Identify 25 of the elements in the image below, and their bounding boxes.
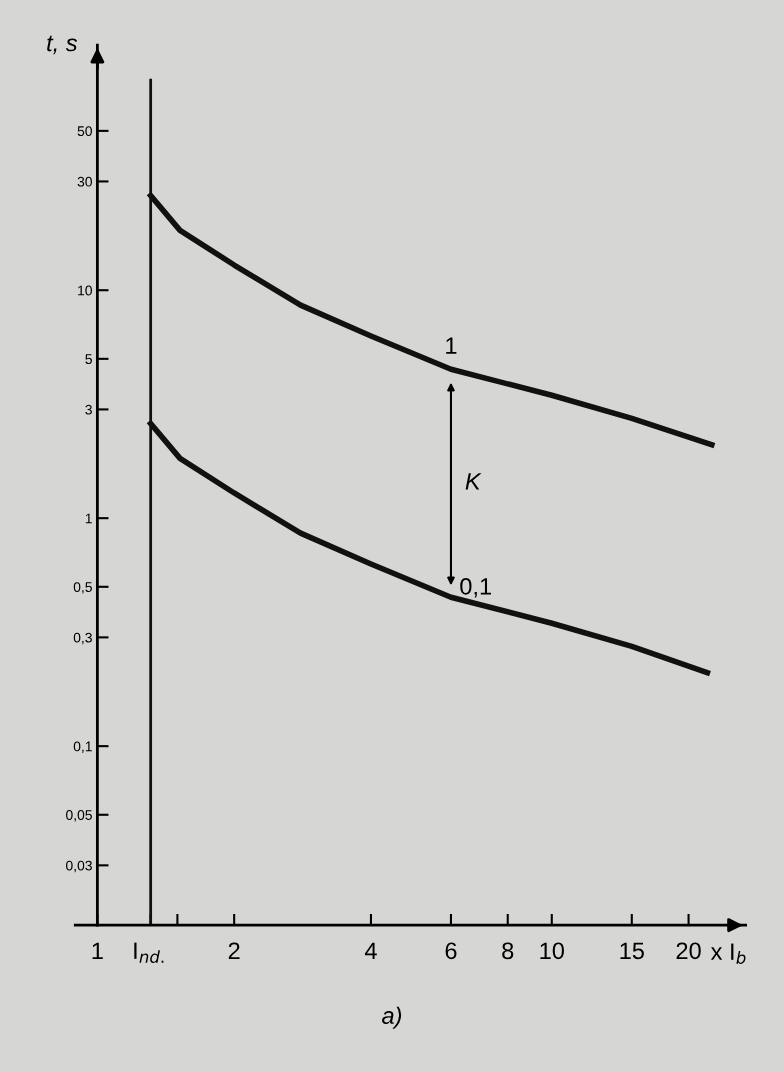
x-tick-label: 10 (540, 942, 564, 960)
x-tick-label: 20 (676, 942, 701, 960)
y-tick-label: 0,1 (73, 741, 92, 753)
x-tick-label: 4 (364, 942, 377, 959)
x-tick-label: 6 (445, 942, 457, 960)
x-tick-label: I$_{nd.}$ (134, 942, 164, 963)
y-tick-label: 3 (85, 404, 92, 415)
annotation: 0,1 (460, 577, 491, 598)
x-tick-label: 8 (502, 942, 514, 960)
y-tick-label: 0,05 (66, 810, 92, 822)
y-tick-label: 30 (77, 176, 92, 187)
text: a) (382, 1006, 402, 1029)
y-tick-label: 50 (77, 126, 92, 137)
x-axis-title: x I$_{b}$ (710, 943, 746, 964)
annotation: K (465, 473, 482, 490)
annotation: 1 (446, 337, 457, 354)
y-axis-title: t, s (47, 35, 78, 55)
x-tick-label: 15 (620, 942, 644, 960)
x-tick-label: 2 (228, 942, 240, 959)
y-tick-label: 0,03 (66, 860, 92, 873)
y-tick-label: 0,3 (73, 632, 92, 645)
y-tick-label: 0,5 (73, 582, 92, 594)
y-tick-label: 1 (85, 513, 92, 524)
y-tick-label: 10 (78, 285, 92, 296)
y-tick-label: 5 (85, 354, 92, 365)
